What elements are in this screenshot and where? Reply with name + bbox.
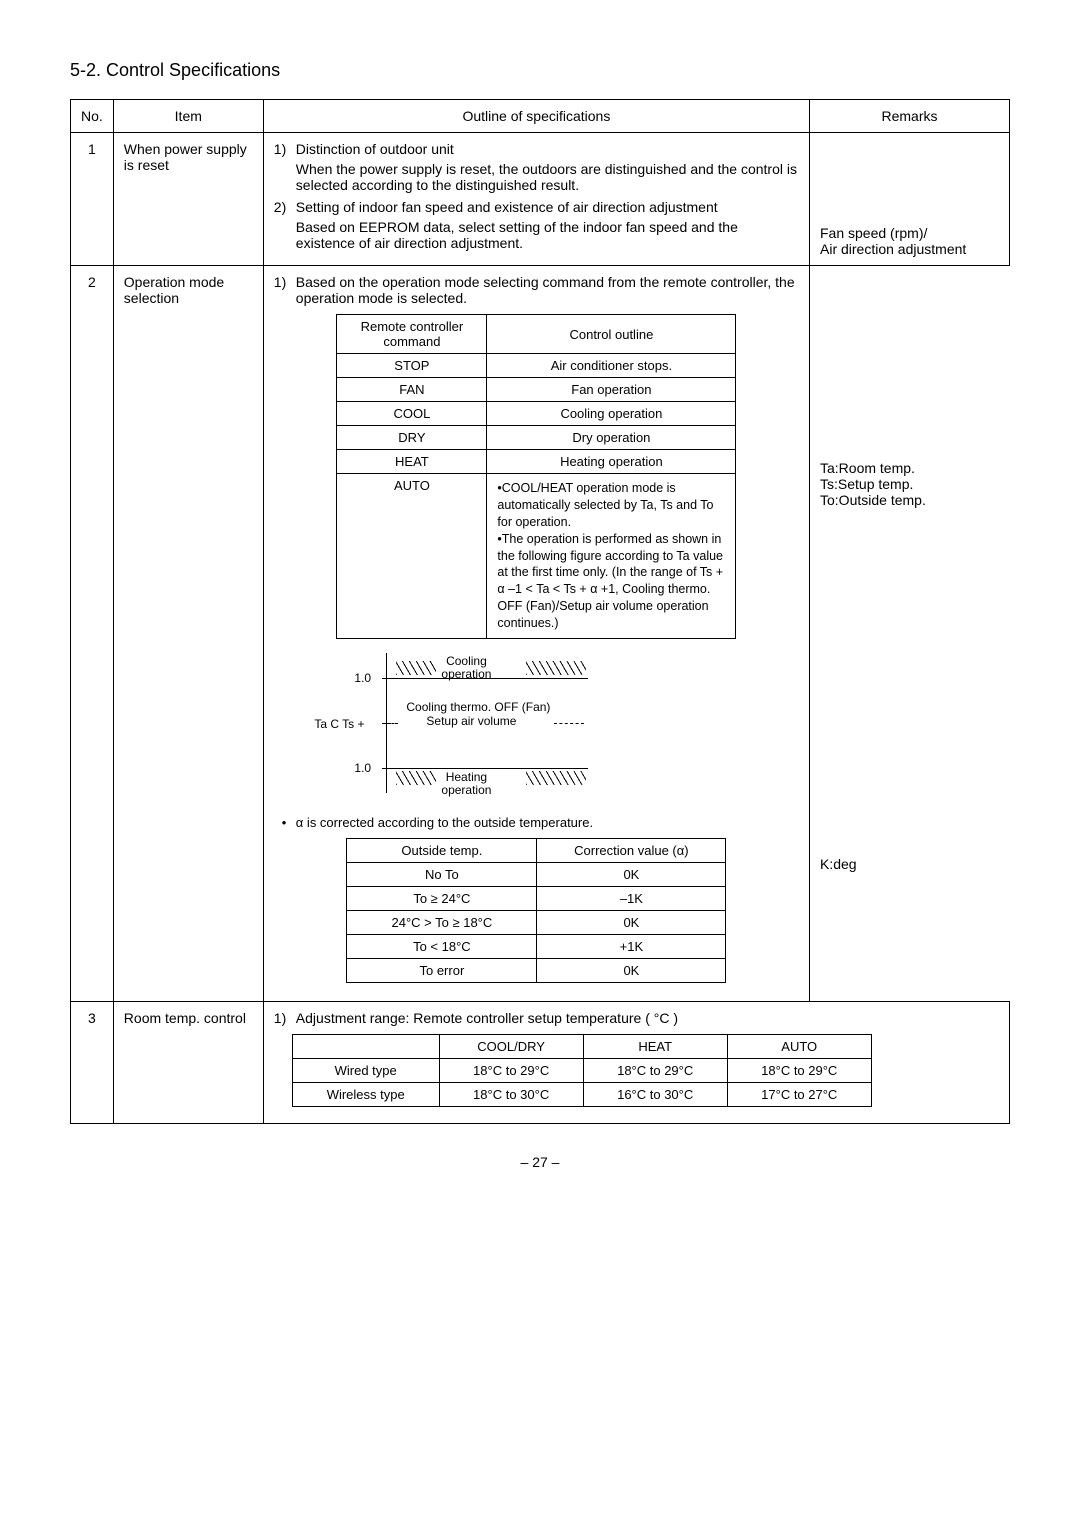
list-number: 1): [274, 141, 296, 157]
corr-temp: To error: [347, 958, 537, 982]
corr-val: 0K: [537, 958, 726, 982]
range-table: COOL/DRY HEAT AUTO Wired type 18°C to 29…: [292, 1034, 872, 1107]
row2-no: 2: [71, 266, 114, 1002]
mode-cmd-auto: AUTO: [337, 474, 487, 639]
range-auto: 17°C to 27°C: [727, 1082, 871, 1106]
range-header-auto: AUTO: [727, 1034, 871, 1058]
corr-val: 0K: [537, 910, 726, 934]
row1-item: When power supply is reset: [113, 133, 263, 266]
mode-cmd: STOP: [337, 354, 487, 378]
modes-header-left: Remote controller command: [337, 315, 487, 354]
corr-temp: To ≥ 24°C: [347, 886, 537, 910]
list-number: 1): [274, 1010, 296, 1026]
range-heat: 16°C to 30°C: [583, 1082, 727, 1106]
diagram-y-mid: Ta C Ts +: [314, 717, 364, 731]
range-header-heat: HEAT: [583, 1034, 727, 1058]
list-number: 1): [274, 274, 296, 306]
remarks-ts: Ts:Setup temp.: [820, 476, 1000, 492]
remarks-k: K:deg: [820, 856, 1000, 872]
zone-heating: Heating operation: [441, 771, 491, 797]
list-body-text: Adjustment range: Remote controller setu…: [296, 1010, 999, 1026]
auto-text-1: •COOL/HEAT operation mode is automatical…: [497, 480, 725, 531]
list-body-text: Based on EEPROM data, select setting of …: [274, 219, 799, 251]
page-number: – 27 –: [70, 1154, 1010, 1170]
row1-remarks: Fan speed (rpm)/ Air direction adjustmen…: [810, 133, 1010, 266]
row3-item: Room temp. control: [113, 1001, 263, 1123]
row3-outline: 1) Adjustment range: Remote controller s…: [263, 1001, 1009, 1123]
diagram-y-bot: 1.0: [354, 761, 371, 775]
range-cool: 18°C to 29°C: [439, 1058, 583, 1082]
remarks-to: To:Outside temp.: [820, 492, 1000, 508]
mode-out: Heating operation: [487, 450, 736, 474]
range-auto: 18°C to 29°C: [727, 1058, 871, 1082]
table-row: 1 When power supply is reset 1) Distinct…: [71, 133, 1010, 266]
range-heat: 18°C to 29°C: [583, 1058, 727, 1082]
mode-cmd: COOL: [337, 402, 487, 426]
corr-temp: 24°C > To ≥ 18°C: [347, 910, 537, 934]
section-title: 5-2. Control Specifications: [70, 60, 1010, 81]
header-row: No. Item Outline of specifications Remar…: [71, 100, 1010, 133]
mode-out-auto: •COOL/HEAT operation mode is automatical…: [487, 474, 736, 639]
diagram-line: [388, 768, 588, 769]
header-outline: Outline of specifications: [263, 100, 809, 133]
diagram-dash: [554, 723, 584, 724]
row1-outline: 1) Distinction of outdoor unit When the …: [263, 133, 809, 266]
range-label: Wired type: [292, 1058, 439, 1082]
mode-cmd: HEAT: [337, 450, 487, 474]
header-item: Item: [113, 100, 263, 133]
mode-out: Fan operation: [487, 378, 736, 402]
corr-val: 0K: [537, 862, 726, 886]
list-body-text: Based on the operation mode selecting co…: [296, 274, 799, 306]
mode-cmd: FAN: [337, 378, 487, 402]
mode-out: Dry operation: [487, 426, 736, 450]
alpha-note: α is corrected according to the outside …: [278, 815, 799, 830]
corr-temp: To < 18°C: [347, 934, 537, 958]
corr-val: +1K: [537, 934, 726, 958]
corr-header-left: Outside temp.: [347, 838, 537, 862]
list-title: Distinction of outdoor unit: [296, 141, 799, 157]
zone-mid1: Cooling thermo. OFF (Fan): [406, 701, 550, 714]
hatch-icon: [526, 661, 586, 675]
mode-out: Air conditioner stops.: [487, 354, 736, 378]
modes-table: Remote controller command Control outlin…: [336, 314, 736, 639]
range-label: Wireless type: [292, 1082, 439, 1106]
auto-mode-diagram: 1.0 Ta C Ts + 1.0 Cooling operation Cool…: [386, 653, 686, 803]
corr-temp: No To: [347, 862, 537, 886]
diagram-y-top: 1.0: [354, 671, 371, 685]
header-remarks: Remarks: [810, 100, 1010, 133]
row2-item: Operation mode selection: [113, 266, 263, 1002]
hatch-icon: [396, 661, 436, 675]
corr-val: –1K: [537, 886, 726, 910]
corr-header-right: Correction value (α): [537, 838, 726, 862]
range-header-blank: [292, 1034, 439, 1058]
row3-no: 3: [71, 1001, 114, 1123]
range-cool: 18°C to 30°C: [439, 1082, 583, 1106]
header-no: No.: [71, 100, 114, 133]
table-row: 3 Room temp. control 1) Adjustment range…: [71, 1001, 1010, 1123]
list-number: 2): [274, 199, 296, 215]
table-row: 2 Operation mode selection 1) Based on t…: [71, 266, 1010, 1002]
auto-text-2: •The operation is performed as shown in …: [497, 531, 725, 632]
correction-table: Outside temp. Correction value (α) No To…: [346, 838, 726, 983]
row2-remarks: Ta:Room temp. Ts:Setup temp. To:Outside …: [810, 266, 1010, 1002]
remarks-ta: Ta:Room temp.: [820, 460, 1000, 476]
range-header-cool: COOL/DRY: [439, 1034, 583, 1058]
hatch-icon: [396, 771, 436, 785]
zone-mid2: Setup air volume: [426, 715, 516, 728]
list-body-text: When the power supply is reset, the outd…: [274, 161, 799, 193]
hatch-icon: [526, 771, 586, 785]
spec-table: No. Item Outline of specifications Remar…: [70, 99, 1010, 1124]
list-title: Setting of indoor fan speed and existenc…: [296, 199, 799, 215]
row2-outline: 1) Based on the operation mode selecting…: [263, 266, 809, 1002]
diagram-dash: [388, 723, 398, 724]
diagram-line: [388, 678, 588, 679]
modes-header-right: Control outline: [487, 315, 736, 354]
mode-cmd: DRY: [337, 426, 487, 450]
row1-no: 1: [71, 133, 114, 266]
mode-out: Cooling operation: [487, 402, 736, 426]
